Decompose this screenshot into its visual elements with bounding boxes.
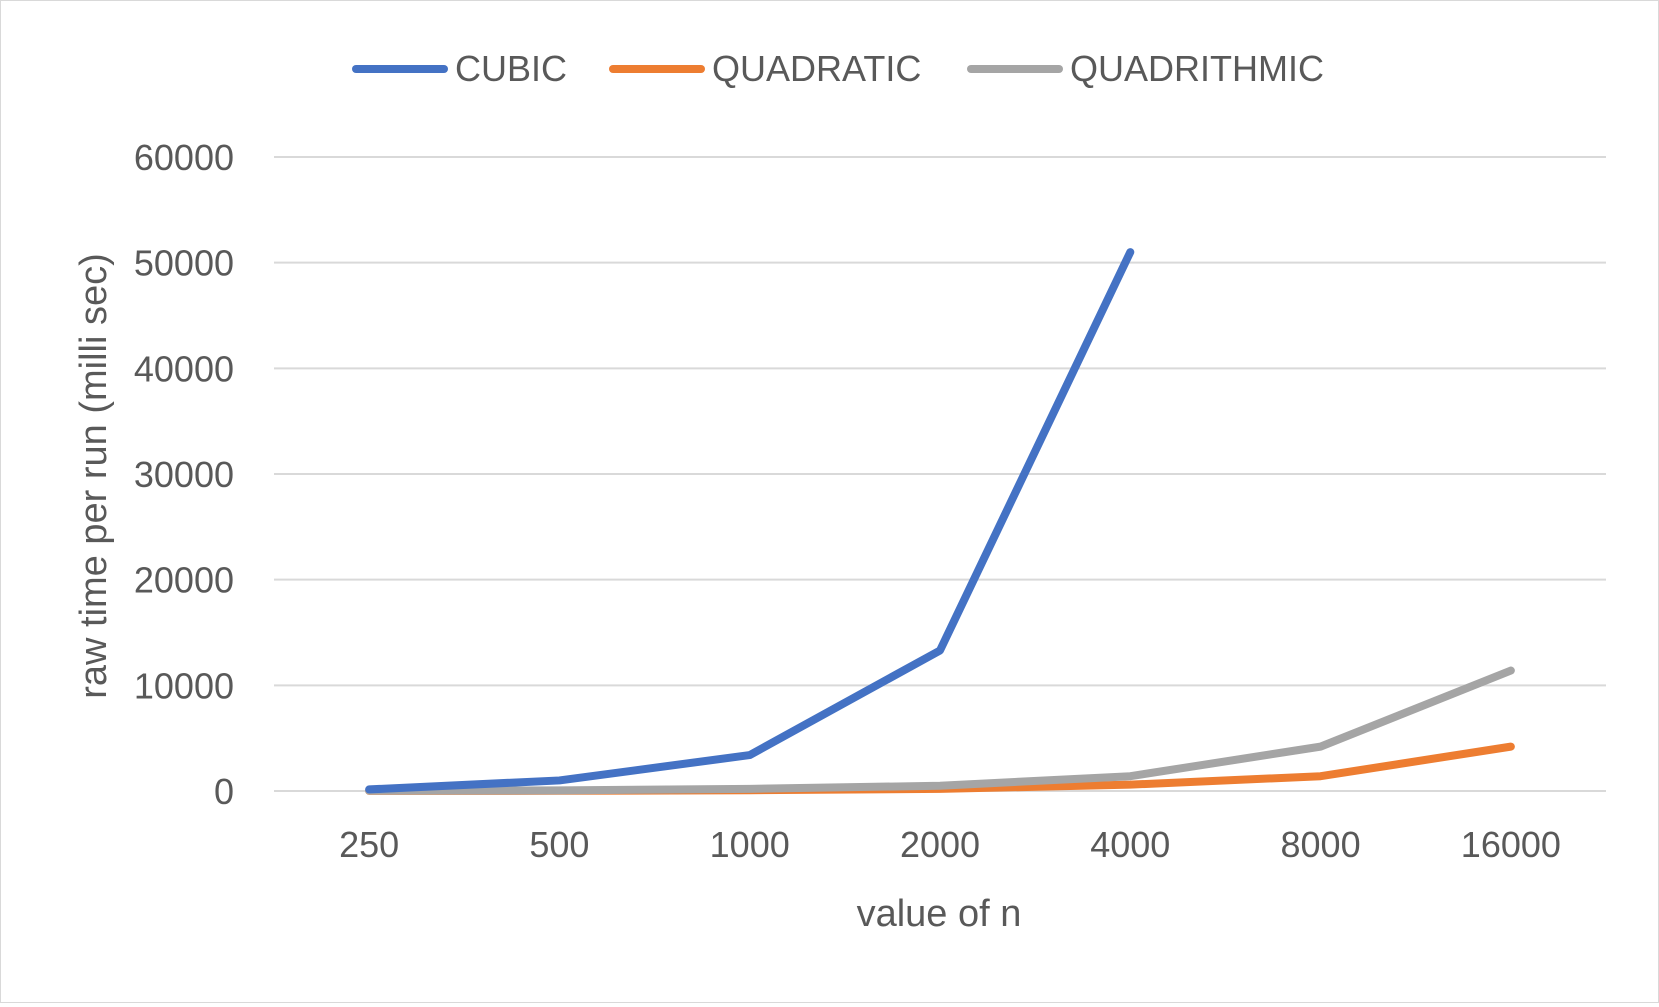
x-tick-label: 4000 bbox=[1090, 824, 1170, 865]
y-tick-label: 20000 bbox=[134, 560, 234, 601]
x-tick-label: 250 bbox=[339, 824, 399, 865]
x-tick-label: 16000 bbox=[1461, 824, 1561, 865]
y-tick-label: 0 bbox=[214, 771, 234, 812]
x-tick-label: 2000 bbox=[900, 824, 980, 865]
legend-label-cubic: CUBIC bbox=[455, 48, 567, 89]
legend-label-quadrithmic: QUADRITHMIC bbox=[1070, 48, 1324, 89]
y-tick-label: 50000 bbox=[134, 243, 234, 284]
x-axis-title: value of n bbox=[857, 893, 1022, 935]
legend-label-quadratic: QUADRATIC bbox=[712, 48, 921, 89]
y-tick-labels: 0 10000 20000 30000 40000 50000 60000 bbox=[134, 137, 234, 812]
y-tick-label: 60000 bbox=[134, 137, 234, 178]
x-tick-labels: 250 500 1000 2000 4000 8000 16000 bbox=[339, 824, 1561, 865]
y-tick-label: 30000 bbox=[134, 454, 234, 495]
legend: CUBIC QUADRATIC QUADRITHMIC bbox=[356, 48, 1324, 89]
grid-layer bbox=[274, 157, 1606, 791]
series-line-cubic bbox=[369, 252, 1130, 789]
x-tick-label: 1000 bbox=[710, 824, 790, 865]
series-layer bbox=[369, 252, 1511, 791]
y-axis-title: raw time per run (milli sec) bbox=[73, 253, 115, 699]
x-tick-label: 500 bbox=[529, 824, 589, 865]
y-tick-label: 40000 bbox=[134, 348, 234, 389]
x-tick-label: 8000 bbox=[1281, 824, 1361, 865]
y-tick-label: 10000 bbox=[134, 665, 234, 706]
